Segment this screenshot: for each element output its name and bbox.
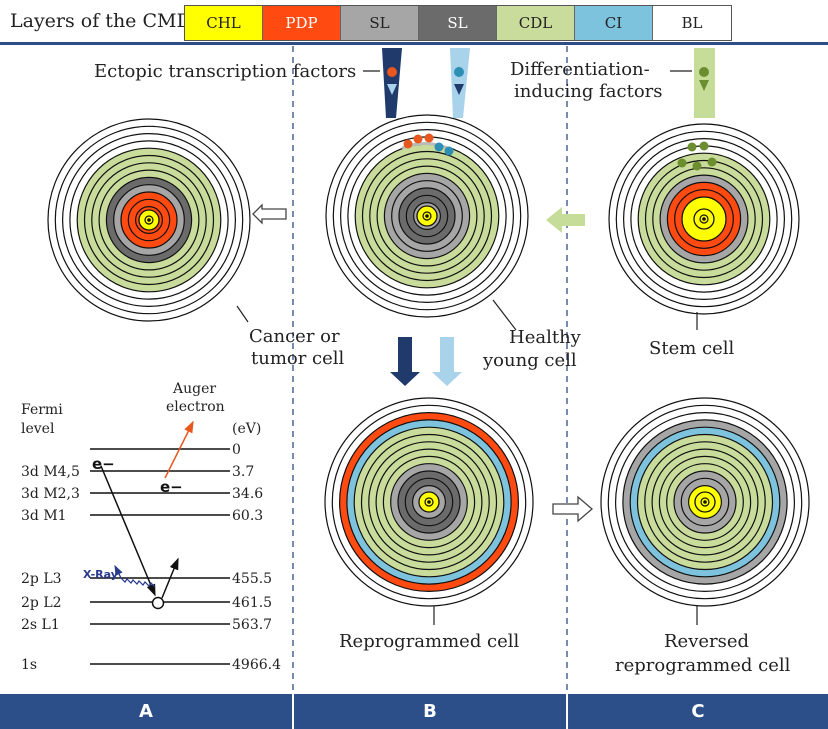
auger-label-2: electron (166, 399, 225, 415)
label-diff-2: inducing factors (514, 81, 663, 102)
green-factor-icon (699, 67, 709, 77)
header-rule (0, 42, 828, 45)
label-ectopic: Ectopic transcription factors (94, 61, 356, 82)
unit-label: (eV) (232, 421, 261, 437)
orange-factor-icon (387, 67, 397, 77)
healthy-leader (492, 299, 517, 331)
label-reversed-2: reprogrammed cell (615, 655, 791, 676)
label-cancer-1: Cancer or (249, 326, 340, 347)
reversed-reprogrammed-cell (600, 397, 810, 607)
energy-level-value: 563.7 (232, 617, 272, 633)
label-healthy-1: Healthy (509, 327, 582, 348)
panel-label-a: A (139, 701, 153, 722)
energy-level-diagram: Fermi level (eV) Auger electron 0 3d M4,5… (21, 381, 281, 673)
xray-wave (120, 577, 156, 588)
vacancy-circle (151, 596, 165, 610)
stem-cell (608, 123, 800, 315)
energy-level-name: 3d M4,5 (21, 464, 80, 480)
energy-level-name: 3d M1 (21, 508, 67, 524)
energy-level-name: 2p L3 (21, 571, 62, 587)
electron-decay-arrow (100, 465, 156, 597)
label-reprog: Reprogrammed cell (339, 631, 520, 652)
down-arrow-icon (387, 84, 397, 95)
label-stem: Stem cell (649, 338, 734, 359)
healthy-young-cell (325, 114, 529, 318)
label-cancer-2: tumor cell (251, 348, 345, 369)
electron-symbol-1: e− (92, 455, 115, 473)
auger-label-1: Auger (172, 381, 216, 397)
arrow-from-stem (546, 207, 585, 233)
legend-header: Layers of the CMD CHL PDP SL SL CDL CI B… (0, 0, 828, 42)
energy-level-value: 0 (232, 442, 241, 458)
label-reversed-1: Reversed (664, 631, 749, 652)
cancer-cell (47, 118, 251, 322)
energy-level-name: 1s (21, 657, 37, 673)
fermi-label-2: level (21, 421, 55, 437)
panel-label-c: C (691, 701, 705, 722)
down-arrow-icon (699, 80, 709, 91)
energy-level-name: 2s L1 (21, 617, 60, 633)
energy-level-value: 3.7 (232, 464, 254, 480)
legend-bl: BL (653, 6, 731, 40)
navy-tube (382, 48, 402, 118)
legend-chl: CHL (185, 6, 263, 40)
energy-levels: 0 3d M4,5 3.7 3d M2,3 34.6 3d M1 60.3 2p L3 455.… (21, 442, 281, 673)
arrow-down-lightblue (432, 337, 462, 386)
reprogrammed-cell (324, 397, 534, 607)
energy-level-value: 4966.4 (232, 657, 281, 673)
energy-level-value: 461.5 (232, 595, 272, 611)
footer-separator (566, 694, 568, 729)
energy-level-name: 3d M2,3 (21, 486, 80, 502)
energy-level-name: 2p L2 (21, 595, 62, 611)
lightblue-tube (450, 48, 470, 118)
legend-title: Layers of the CMD (10, 10, 192, 32)
panel-footer: A B C (0, 694, 828, 729)
vacancy-arrow (161, 557, 179, 599)
fermi-label-1: Fermi (21, 402, 63, 418)
cancer-leader (236, 305, 249, 323)
energy-level-value: 34.6 (232, 486, 263, 502)
blue-factor-icon (454, 67, 464, 77)
legend-sl-light: SL (341, 6, 419, 40)
xray-label: X-Ray (83, 568, 118, 581)
layer-legend: CHL PDP SL SL CDL CI BL (184, 5, 732, 41)
arrow-down-navy (390, 337, 420, 386)
xray-arrow (114, 564, 123, 579)
energy-level-value: 455.5 (232, 571, 272, 587)
legend-sl-dark: SL (419, 6, 497, 40)
differentiation-factors (694, 48, 715, 118)
legend-pdp: PDP (263, 6, 341, 40)
arrow-to-reversed (552, 495, 593, 523)
panel-label-b: B (423, 701, 437, 722)
electron-symbol-2: e− (160, 478, 183, 496)
energy-level-value: 60.3 (232, 508, 263, 524)
arrow-to-cancer (252, 203, 287, 225)
legend-cdl: CDL (497, 6, 575, 40)
bound-diff-factors (677, 141, 717, 171)
auger-arrow (164, 420, 194, 479)
ectopic-factors (382, 48, 470, 118)
down-arrow-icon (454, 84, 464, 95)
cells-group (47, 114, 810, 607)
legend-ci: CI (575, 6, 653, 40)
label-healthy-2: young cell (482, 350, 577, 371)
label-diff-1: Differentiation- (510, 59, 650, 80)
footer-separator (292, 694, 294, 729)
bound-ectopic-factors (401, 133, 454, 156)
